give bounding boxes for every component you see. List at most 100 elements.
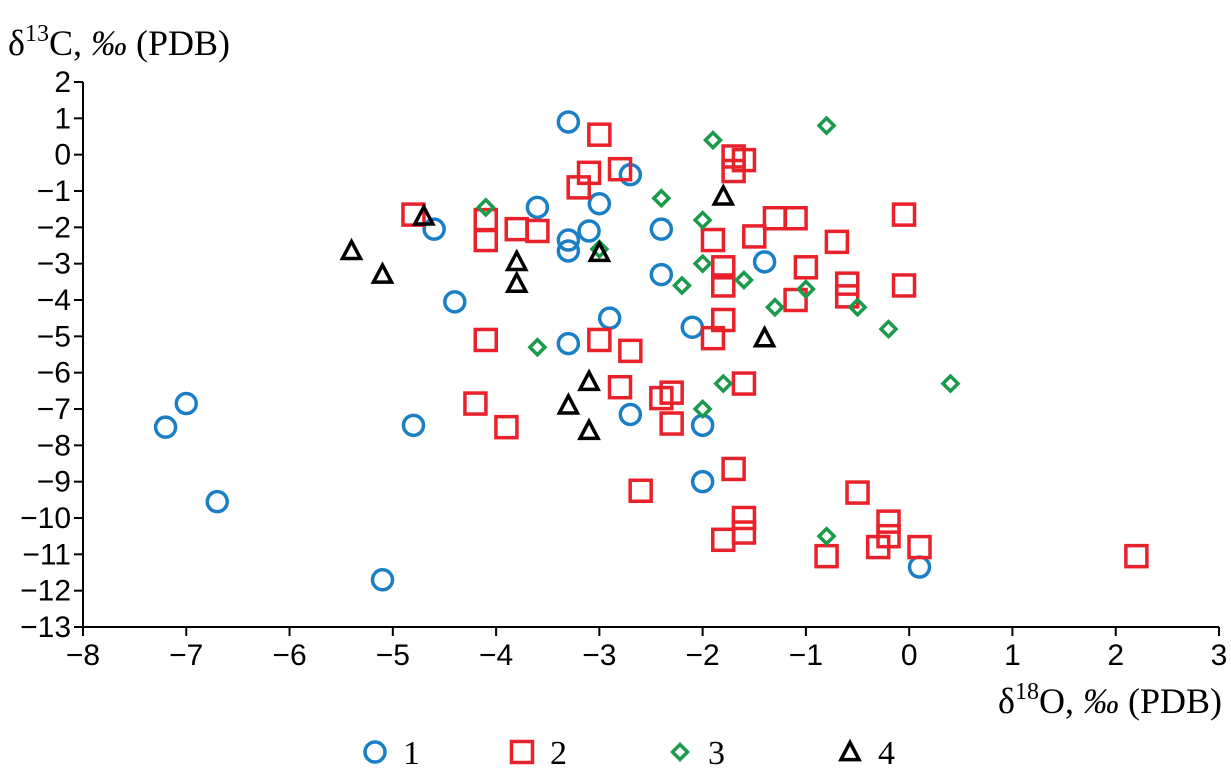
data-point-series-2 [473, 327, 499, 353]
data-point-series-3 [878, 319, 899, 340]
data-point-series-1 [618, 402, 643, 427]
x-axis-ticks: −8 −7 −6 −5 −4 −3 −2 −1 0 1 2 3 [66, 627, 1227, 672]
data-point-series-3 [713, 373, 734, 394]
data-point-series-3 [692, 253, 713, 274]
x-tick-label: −4 [479, 639, 513, 672]
data-point-series-3 [795, 279, 816, 300]
data-point-series-1 [174, 391, 199, 416]
data-point-series-2 [504, 216, 529, 242]
data-point-series-2 [845, 480, 870, 505]
x-tick-label: −2 [686, 639, 720, 672]
x-tick-label: 0 [901, 639, 918, 672]
data-point-series-4 [556, 392, 581, 415]
y-tick-label: −5 [37, 320, 71, 353]
y-tick-label: −9 [37, 466, 71, 499]
data-point-series-3 [702, 130, 723, 151]
x-tick-label: 1 [1004, 639, 1021, 672]
data-point-series-1 [649, 217, 674, 241]
data-point-series-2 [876, 509, 901, 534]
data-point-series-2 [783, 206, 808, 231]
data-point-series-2 [814, 543, 839, 569]
x-tick-label: −7 [169, 639, 203, 672]
data-point-series-1 [577, 219, 601, 243]
data-point-series-2 [876, 523, 901, 549]
data-point-series-2 [731, 505, 757, 531]
data-point-series-3 [672, 275, 692, 296]
data-point-series-2 [742, 224, 767, 249]
data-point-series-3 [847, 297, 868, 318]
data-point-series-3 [816, 115, 837, 136]
data-point-series-3 [940, 373, 961, 394]
data-point-series-1 [370, 568, 395, 592]
legend-label-series-3: 3 [708, 735, 725, 772]
data-point-series-3 [475, 197, 496, 218]
data-point-series-2 [618, 338, 643, 364]
y-tick-label: −2 [37, 211, 71, 244]
y-tick-label: 2 [54, 66, 71, 99]
y-tick-label: −13 [20, 611, 71, 644]
data-point-series-2 [711, 273, 736, 298]
data-point-series-3 [733, 270, 754, 290]
data-point-series-2 [834, 271, 860, 296]
data-point-series-2 [700, 227, 726, 253]
data-point-series-2 [793, 255, 819, 280]
y-tick-label: −8 [37, 429, 71, 462]
data-point-series-1 [401, 413, 426, 438]
y-tick-label: −6 [37, 357, 71, 390]
data-point-series-3 [816, 526, 837, 547]
data-point-series-1 [680, 315, 705, 339]
data-point-series-4 [587, 239, 612, 263]
x-tick-label: −3 [582, 639, 616, 672]
data-point-series-2 [711, 255, 736, 280]
legend-label-series-2: 2 [550, 735, 567, 772]
data-point-series-1 [556, 110, 581, 134]
data-point-series-2 [587, 122, 612, 147]
y-tick-label: −4 [37, 284, 71, 317]
data-point-series-4 [577, 368, 601, 392]
data-point-series-2 [762, 206, 788, 231]
x-tick-label: −6 [272, 639, 306, 672]
data-point-series-2 [659, 411, 684, 436]
y-tick-label: −12 [20, 575, 71, 608]
x-tick-label: −5 [376, 639, 410, 672]
y-tick-label: −11 [22, 538, 71, 571]
data-point-series-2 [607, 374, 633, 400]
legend-marker-series-3 [670, 742, 690, 762]
data-point-series-2 [607, 156, 633, 182]
x-tick-label: 2 [1107, 639, 1124, 672]
data-point-series-3 [692, 210, 713, 231]
x-axis-title-superscript: 18 [1015, 679, 1039, 705]
y-axis-title-unit: ‰ [91, 23, 127, 63]
data-point-series-2 [721, 158, 746, 184]
data-point-series-2 [473, 227, 499, 253]
data-point-series-2 [783, 287, 808, 313]
y-tick-label: −3 [37, 248, 71, 281]
data-point-series-1 [556, 331, 581, 356]
data-point-series-4 [504, 248, 529, 272]
x-axis-title-prefix: δ [998, 681, 1015, 721]
data-point-series-1 [649, 262, 674, 287]
legend-label-series-4: 4 [878, 735, 895, 772]
y-axis-title: δ13C, ‰ (PDB) [8, 21, 230, 63]
data-point-series-4 [504, 270, 529, 293]
data-point-series-2 [731, 520, 757, 545]
data-point-series-2 [834, 284, 860, 309]
y-tick-label: −1 [37, 175, 71, 208]
data-point-series-2 [566, 175, 591, 200]
data-point-series-1 [153, 415, 178, 439]
data-point-series-2 [907, 534, 932, 560]
legend-marker-series-4 [838, 738, 862, 762]
data-point-series-2 [721, 456, 746, 482]
data-point-series-1 [587, 191, 612, 216]
data-point-series-4 [752, 324, 777, 348]
data-point-series-1 [525, 195, 550, 220]
x-tick-label: −1 [789, 639, 823, 672]
y-tick-label: −10 [20, 502, 71, 535]
y-axis-ticks: 21 0−1−2 −3−4−5 −6−7−8 −9−10−11 −12−13 [20, 66, 83, 644]
y-axis-title-suffix: (PDB) [127, 23, 230, 63]
data-point-series-1 [690, 469, 715, 494]
y-axis-title-prefix: δ [8, 23, 25, 63]
x-axis-title-unit: ‰ [1083, 681, 1119, 721]
data-point-series-1 [597, 306, 622, 330]
data-point-series-1 [443, 290, 467, 314]
